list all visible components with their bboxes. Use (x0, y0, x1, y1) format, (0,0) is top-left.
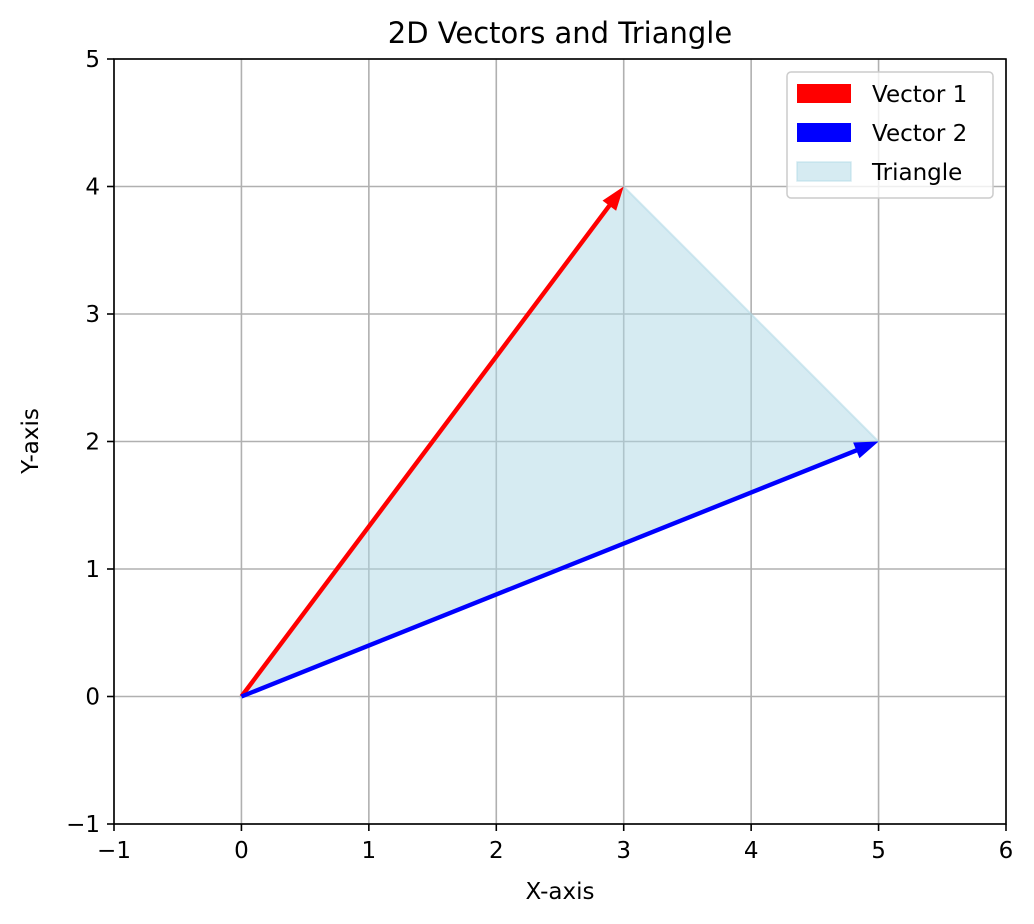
x-tick-label: 4 (744, 838, 759, 864)
x-tick-label: 2 (489, 838, 504, 864)
plot-area (238, 184, 881, 699)
legend-swatch-triangle (796, 161, 852, 182)
y-tick-label: 1 (85, 557, 100, 583)
legend-swatch-vector-2 (797, 123, 851, 142)
legend-label-vector-1: Vector 1 (872, 82, 967, 108)
y-tick-label: 5 (85, 47, 100, 73)
y-axis-label: Y-axis (18, 408, 44, 475)
x-tick-label: −1 (97, 838, 131, 864)
y-tick-label: 3 (85, 302, 100, 328)
x-axis-label: X-axis (526, 879, 595, 905)
y-tick-label: 2 (85, 430, 100, 456)
legend-swatch-vector-1 (797, 84, 851, 103)
x-tick-label: 6 (999, 838, 1014, 864)
legend-label-vector-2: Vector 2 (872, 121, 967, 147)
vector-1-arrow (239, 186, 624, 698)
y-tick-label: −1 (66, 812, 100, 838)
vector-2-arrow (240, 441, 879, 699)
x-tick-label: 3 (616, 838, 631, 864)
y-tick-label: 4 (85, 175, 100, 201)
y-tick-label: 0 (85, 685, 100, 711)
x-tick-label: 0 (234, 838, 249, 864)
ticks: −1 0 1 2 3 4 5 6 −1 0 1 2 3 4 5 (66, 47, 1013, 864)
x-tick-label: 5 (871, 838, 886, 864)
legend: Vector 1 Vector 2 Triangle (786, 71, 994, 199)
vectors (239, 186, 879, 699)
chart-title: 2D Vectors and Triangle (388, 16, 732, 50)
x-tick-label: 1 (362, 838, 377, 864)
legend-label-triangle: Triangle (871, 160, 962, 186)
